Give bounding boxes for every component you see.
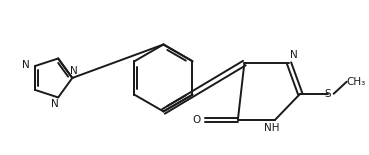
- Text: N: N: [22, 60, 30, 70]
- Text: S: S: [325, 89, 331, 99]
- Text: N: N: [290, 50, 297, 60]
- Text: O: O: [193, 115, 201, 125]
- Text: N: N: [70, 66, 78, 75]
- Text: NH: NH: [263, 123, 279, 133]
- Text: CH₃: CH₃: [346, 77, 366, 87]
- Text: N: N: [51, 99, 58, 109]
